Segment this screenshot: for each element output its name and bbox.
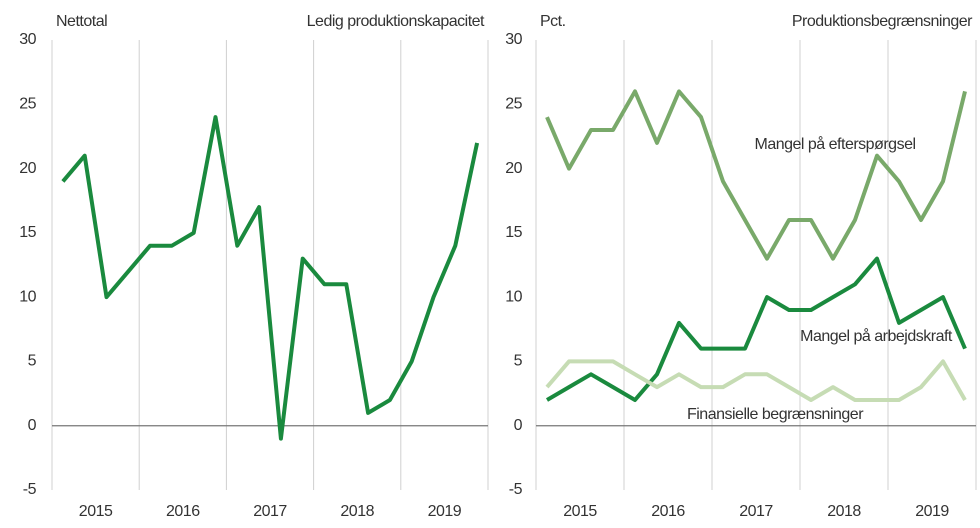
x-tick-label: 2017: [739, 503, 773, 520]
x-tick-label: 2018: [827, 503, 861, 520]
y-tick-label: 5: [28, 353, 37, 370]
series-label: Finansielle begrænsninger: [687, 406, 864, 423]
x-tick-label: 2019: [428, 503, 462, 520]
line: [61, 115, 480, 441]
y-tick-label: 30: [505, 31, 522, 48]
y-tick-label: 15: [505, 224, 522, 241]
y-tick-label: 5: [514, 353, 523, 370]
y-axis-label: Nettotal: [56, 13, 107, 30]
line: [545, 359, 967, 402]
y-tick-label: -5: [509, 481, 523, 498]
line: [545, 256, 967, 402]
y-tick-label: 30: [19, 31, 36, 48]
y-tick-label: 0: [514, 417, 523, 434]
y-axis-label: Pct.: [540, 13, 566, 30]
y-tick-label: 25: [505, 96, 522, 113]
x-tick-label: 2018: [340, 503, 374, 520]
chart: 2015 2016 2017 2018 2019 -5 0 5 10 15 20 25 30 Pct. Pr…: [505, 13, 977, 520]
x-tick-label: 2015: [79, 503, 113, 520]
x-tick-label: 2017: [253, 503, 287, 520]
chart: 2015 2016 2017 2018 2019 -5 0 5 10 15 20 25 30 Nettot…: [19, 13, 489, 520]
y-tick-label: 10: [19, 288, 36, 305]
series-label: Mangel på efterspørgsel: [754, 135, 915, 153]
series-label: Mangel på arbejdskraft: [800, 327, 953, 345]
y-tick-label: 10: [505, 288, 522, 305]
y-tick-label: 15: [19, 224, 36, 241]
x-tick-label: 2015: [563, 503, 597, 520]
y-tick-label: 25: [19, 96, 36, 113]
chart-title: Produktionsbegrænsninger: [792, 13, 973, 30]
y-tick-label: 20: [19, 160, 36, 177]
chart-title: Ledig produktionskapacitet: [307, 13, 485, 30]
line: [545, 89, 967, 261]
x-tick-label: 2016: [651, 503, 685, 520]
x-tick-label: 2019: [915, 503, 949, 520]
y-tick-label: 20: [505, 160, 522, 177]
y-tick-label: 0: [28, 417, 37, 434]
y-tick-label: -5: [23, 481, 37, 498]
x-tick-label: 2016: [166, 503, 200, 520]
